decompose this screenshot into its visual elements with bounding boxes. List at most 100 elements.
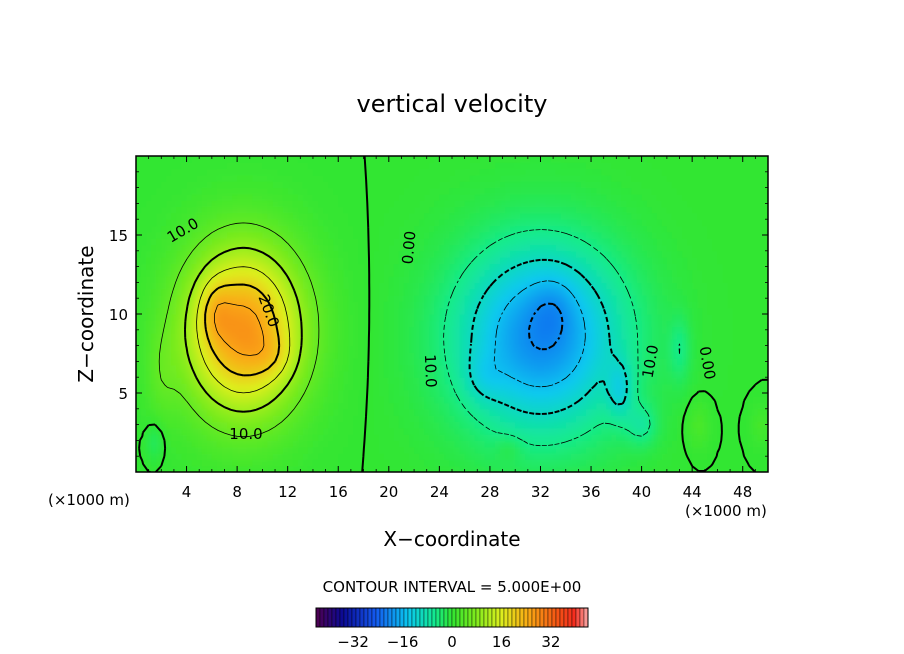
heat-cell <box>469 263 476 271</box>
heat-cell <box>601 320 607 328</box>
heat-cell <box>409 434 415 441</box>
heat-cell <box>262 459 269 467</box>
heat-cell <box>454 162 461 170</box>
heat-cell <box>454 453 461 460</box>
heat-cell <box>358 250 365 258</box>
heat-cell <box>141 351 147 359</box>
heat-cell <box>403 415 410 423</box>
heat-cell <box>388 263 395 271</box>
heat-cell <box>540 288 547 296</box>
heat-cell <box>434 295 440 302</box>
heat-cell <box>525 440 531 448</box>
heat-cell <box>262 345 269 353</box>
heat-cell <box>297 402 304 410</box>
heat-cell <box>419 332 425 340</box>
heat-cell <box>338 364 344 372</box>
heat-cell <box>136 244 142 252</box>
heat-cell <box>166 212 172 220</box>
heat-cell <box>616 415 622 423</box>
heat-cell <box>414 263 420 271</box>
heat-cell <box>591 459 597 467</box>
heat-cell <box>328 440 334 448</box>
heat-cell <box>464 187 471 195</box>
heat-cell <box>580 193 587 201</box>
heat-cell <box>621 408 628 416</box>
heat-cell <box>383 358 390 366</box>
heat-cell <box>596 269 602 277</box>
heat-cell <box>257 383 263 391</box>
heat-cell <box>292 465 299 472</box>
heat-cell <box>520 212 526 220</box>
heat-cell <box>247 314 253 321</box>
heat-cell <box>474 288 481 296</box>
heat-cell <box>176 421 183 429</box>
heat-cell <box>484 459 491 467</box>
heat-cell <box>459 250 466 258</box>
heat-cell <box>525 174 531 182</box>
heat-cell <box>575 238 582 246</box>
heat-cell <box>156 351 162 359</box>
heat-cell <box>227 301 233 309</box>
heat-cell <box>520 288 526 296</box>
heat-cell <box>242 440 248 448</box>
heat-cell <box>414 250 420 258</box>
heat-cell <box>409 358 415 366</box>
heat-cell <box>500 156 506 163</box>
heat-cell <box>247 421 253 429</box>
heat-cell <box>525 212 531 220</box>
heat-cell <box>510 219 516 227</box>
heat-cell <box>505 332 511 340</box>
heat-cell <box>429 465 435 472</box>
heat-cell <box>616 156 622 163</box>
heat-cell <box>479 193 486 201</box>
heat-cell <box>211 358 218 366</box>
heat-cell <box>616 453 622 460</box>
heat-cell <box>232 168 238 176</box>
heat-cell <box>585 206 592 214</box>
heat-cell <box>409 415 415 423</box>
heat-cell <box>312 446 319 454</box>
heat-cell <box>146 257 152 265</box>
heat-cell <box>328 238 334 246</box>
heat-cell <box>373 250 380 258</box>
heat-cell <box>262 263 269 271</box>
heat-cell <box>378 434 385 441</box>
heat-cell <box>201 162 208 170</box>
heat-cell <box>323 257 329 265</box>
heat-cell <box>252 408 258 416</box>
heat-cell <box>398 174 405 182</box>
heat-cell <box>343 326 349 334</box>
heat-cell <box>414 332 420 340</box>
heat-cell <box>520 396 526 404</box>
heat-cell <box>318 257 324 265</box>
heat-cell <box>343 408 349 416</box>
heat-cell <box>616 168 622 176</box>
heat-cell <box>636 345 643 353</box>
heat-cell <box>560 377 567 385</box>
heat-cell <box>424 446 430 454</box>
heat-cell <box>409 339 415 347</box>
heat-cell <box>474 434 481 441</box>
heat-cell <box>591 174 597 182</box>
heat-cell <box>469 231 476 239</box>
heat-cell <box>378 269 385 277</box>
heat-cell <box>232 364 238 372</box>
heat-cell <box>292 156 299 163</box>
heat-cell <box>560 402 567 410</box>
heat-cell <box>297 276 304 283</box>
heat-cell <box>444 206 451 214</box>
heat-cell <box>570 174 577 182</box>
heat-cell <box>333 288 339 296</box>
heat-cell <box>585 465 592 472</box>
heat-cell <box>575 288 582 296</box>
heat-cell <box>206 181 213 189</box>
heat-cell <box>242 250 248 258</box>
heat-cell <box>429 427 435 435</box>
heat-cell <box>307 446 314 454</box>
heat-cell <box>333 370 339 378</box>
heat-cell <box>297 162 304 170</box>
heat-cell <box>262 276 269 283</box>
heat-cell <box>585 326 592 334</box>
heat-cell <box>166 446 172 454</box>
heat-cell <box>181 219 188 227</box>
